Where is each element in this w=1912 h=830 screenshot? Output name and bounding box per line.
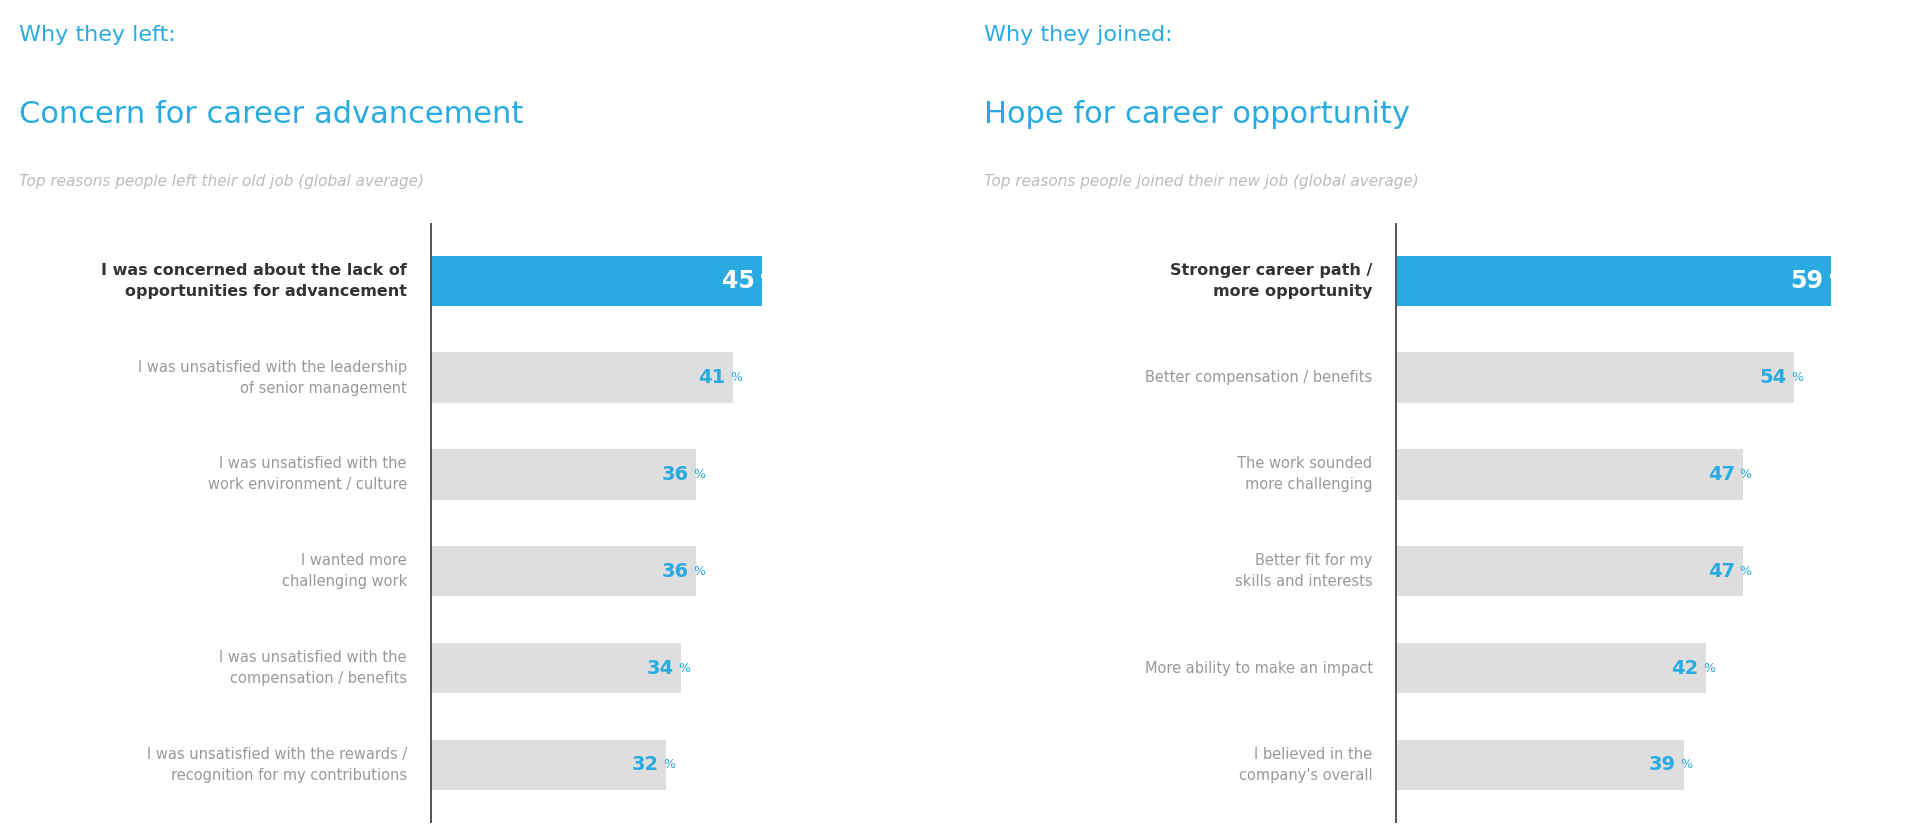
Bar [430, 353, 732, 403]
Bar [430, 546, 696, 597]
Text: I was concerned about the lack of
opportunities for advancement: I was concerned about the lack of opport… [101, 263, 407, 299]
Text: Concern for career advancement: Concern for career advancement [19, 100, 524, 129]
Text: I was unsatisfied with the
compensation / benefits: I was unsatisfied with the compensation … [220, 650, 407, 686]
Bar [430, 449, 696, 500]
Text: I believed in the
company's overall: I believed in the company's overall [1239, 747, 1373, 783]
Text: Top reasons people left their old job (global average): Top reasons people left their old job (g… [19, 174, 424, 189]
Text: %: % [679, 662, 690, 675]
Text: 59: 59 [1790, 269, 1824, 293]
Text: %: % [759, 271, 774, 290]
Bar [430, 740, 667, 790]
Text: Why they left:: Why they left: [19, 25, 176, 45]
Text: 42: 42 [1671, 659, 1698, 677]
Text: The work sounded
more challenging: The work sounded more challenging [1237, 457, 1373, 492]
Bar [1396, 546, 1742, 597]
Text: 54: 54 [1759, 369, 1786, 387]
Bar [1396, 256, 1832, 306]
Text: 39: 39 [1648, 755, 1677, 774]
Text: Better fit for my
skills and interests: Better fit for my skills and interests [1235, 554, 1373, 589]
Text: 32: 32 [631, 755, 660, 774]
Text: Top reasons people joined their new job (global average): Top reasons people joined their new job … [985, 174, 1419, 189]
Bar [1396, 449, 1742, 500]
Text: 47: 47 [1707, 562, 1734, 581]
Bar [1396, 643, 1706, 693]
Text: I wanted more
challenging work: I wanted more challenging work [281, 554, 407, 589]
Text: Why they joined:: Why they joined: [985, 25, 1174, 45]
Text: %: % [1704, 662, 1715, 675]
Text: %: % [1740, 565, 1751, 578]
Text: 36: 36 [662, 562, 688, 581]
Text: %: % [1740, 468, 1751, 481]
Bar [1396, 353, 1793, 403]
Text: %: % [692, 565, 706, 578]
Text: 36: 36 [662, 465, 688, 484]
Text: %: % [663, 759, 675, 771]
Text: 45: 45 [721, 269, 755, 293]
Text: More ability to make an impact: More ability to make an impact [1145, 661, 1373, 676]
Bar [1396, 740, 1684, 790]
Text: %: % [1681, 759, 1692, 771]
Text: I was unsatisfied with the rewards /
recognition for my contributions: I was unsatisfied with the rewards / rec… [147, 747, 407, 783]
Text: %: % [692, 468, 706, 481]
Text: 47: 47 [1707, 465, 1734, 484]
Text: 34: 34 [646, 659, 673, 677]
Text: %: % [730, 371, 742, 384]
Text: Better compensation / benefits: Better compensation / benefits [1145, 370, 1373, 385]
Text: 41: 41 [698, 369, 725, 387]
Bar [430, 643, 681, 693]
Text: %: % [1828, 271, 1843, 290]
Text: I was unsatisfied with the
work environment / culture: I was unsatisfied with the work environm… [208, 457, 407, 492]
Text: %: % [1792, 371, 1803, 384]
Bar [430, 256, 763, 306]
Text: I was unsatisfied with the leadership
of senior management: I was unsatisfied with the leadership of… [138, 359, 407, 396]
Text: Stronger career path /
more opportunity: Stronger career path / more opportunity [1170, 263, 1373, 299]
Text: Hope for career opportunity: Hope for career opportunity [985, 100, 1411, 129]
